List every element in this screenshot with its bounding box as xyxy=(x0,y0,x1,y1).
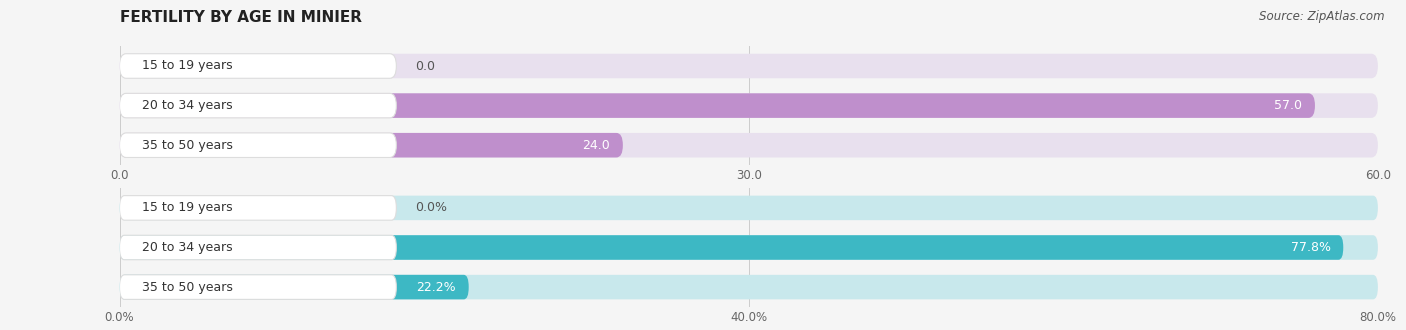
FancyBboxPatch shape xyxy=(120,93,396,118)
Text: 15 to 19 years: 15 to 19 years xyxy=(142,201,232,214)
FancyBboxPatch shape xyxy=(120,275,1378,299)
FancyBboxPatch shape xyxy=(120,275,468,299)
FancyBboxPatch shape xyxy=(120,275,396,299)
Text: 35 to 50 years: 35 to 50 years xyxy=(142,139,232,152)
Text: FERTILITY BY AGE IN MINIER: FERTILITY BY AGE IN MINIER xyxy=(120,10,361,25)
Text: 77.8%: 77.8% xyxy=(1291,241,1330,254)
FancyBboxPatch shape xyxy=(120,133,1378,157)
Text: 15 to 19 years: 15 to 19 years xyxy=(142,59,232,73)
FancyBboxPatch shape xyxy=(120,196,1378,220)
Text: 24.0: 24.0 xyxy=(582,139,610,152)
Text: 35 to 50 years: 35 to 50 years xyxy=(142,280,232,294)
Text: 20 to 34 years: 20 to 34 years xyxy=(142,99,232,112)
FancyBboxPatch shape xyxy=(120,235,396,260)
FancyBboxPatch shape xyxy=(120,235,1378,260)
Text: 20 to 34 years: 20 to 34 years xyxy=(142,241,232,254)
Text: 22.2%: 22.2% xyxy=(416,280,456,294)
FancyBboxPatch shape xyxy=(120,93,1315,118)
Text: Source: ZipAtlas.com: Source: ZipAtlas.com xyxy=(1260,10,1385,23)
FancyBboxPatch shape xyxy=(120,93,1378,118)
FancyBboxPatch shape xyxy=(120,133,396,157)
FancyBboxPatch shape xyxy=(120,235,1343,260)
FancyBboxPatch shape xyxy=(120,196,396,220)
FancyBboxPatch shape xyxy=(120,54,396,78)
FancyBboxPatch shape xyxy=(120,133,623,157)
Text: 0.0: 0.0 xyxy=(415,59,436,73)
Text: 57.0: 57.0 xyxy=(1274,99,1302,112)
Text: 0.0%: 0.0% xyxy=(415,201,447,214)
FancyBboxPatch shape xyxy=(120,54,1378,78)
